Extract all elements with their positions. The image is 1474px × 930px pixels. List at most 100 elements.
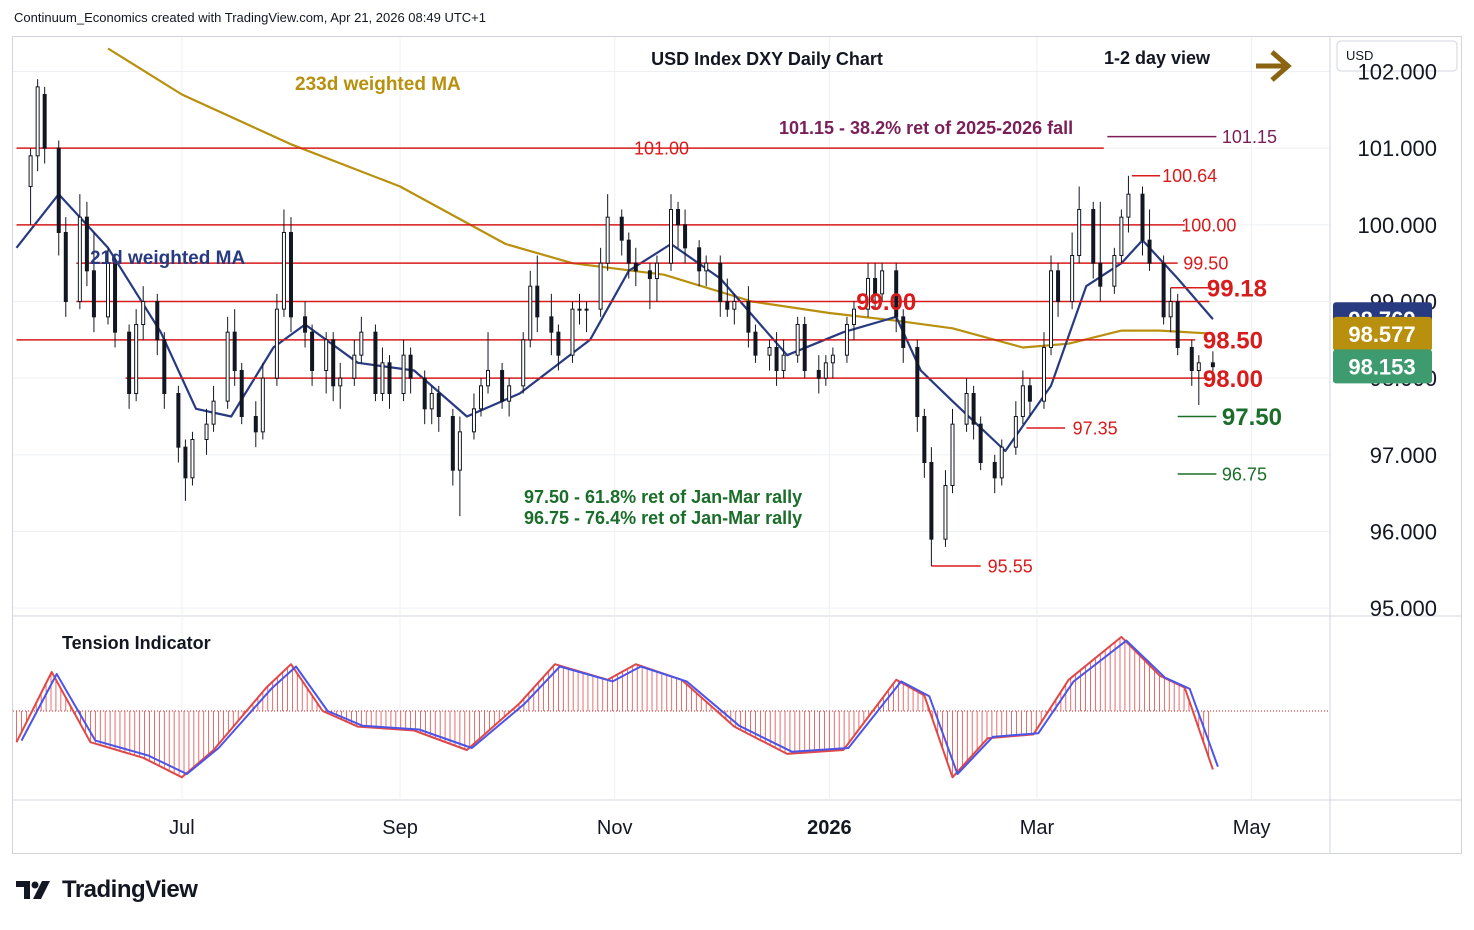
candle xyxy=(288,217,293,333)
candle-body xyxy=(732,301,737,310)
chart-title: USD Index DXY Daily Chart xyxy=(651,49,883,69)
candle-body xyxy=(549,316,554,333)
candle xyxy=(1147,209,1152,271)
candle-body xyxy=(1161,262,1166,318)
candle xyxy=(647,263,652,310)
candle xyxy=(359,316,364,363)
y-tick-label: 100.000 xyxy=(1357,213,1437,238)
candle-body xyxy=(28,155,33,187)
candle xyxy=(1013,401,1018,455)
candle-body xyxy=(77,216,82,303)
candle xyxy=(253,401,258,448)
candle-body xyxy=(556,331,561,356)
candle xyxy=(471,393,476,440)
tension-indicator-title: Tension Indicator xyxy=(62,633,211,653)
candle-body xyxy=(507,385,512,402)
candle-body xyxy=(204,423,209,440)
candle xyxy=(1126,175,1131,233)
candle-body xyxy=(1049,270,1054,349)
candle-body xyxy=(718,262,723,302)
candle-body xyxy=(471,408,476,433)
candle xyxy=(626,232,631,279)
level-label: 96.75 xyxy=(1222,464,1267,484)
candle xyxy=(450,408,455,486)
level-label: 99.50 xyxy=(1183,254,1228,274)
candle-body xyxy=(281,232,286,310)
candle xyxy=(260,362,265,440)
candle-body xyxy=(310,331,315,371)
candle xyxy=(556,324,561,371)
candle-body xyxy=(436,393,441,417)
candle-body xyxy=(183,446,188,479)
x-tick-label: Nov xyxy=(597,817,633,839)
candle xyxy=(338,362,343,409)
tradingview-logo[interactable]: TradingView xyxy=(14,876,198,904)
candle-body xyxy=(901,316,906,349)
candle-body xyxy=(155,301,160,341)
candle xyxy=(310,324,315,386)
candle-body xyxy=(1112,255,1117,287)
candle-body xyxy=(915,347,920,417)
candle-body xyxy=(830,354,835,364)
candle xyxy=(823,355,828,386)
candle xyxy=(77,194,82,310)
candle xyxy=(352,339,357,386)
currency-box xyxy=(1336,40,1458,72)
candle-body xyxy=(971,393,976,425)
candle xyxy=(232,309,237,386)
candle-body xyxy=(352,354,357,379)
candle-body xyxy=(429,393,434,410)
candle xyxy=(127,324,132,409)
x-tick-label: Jul xyxy=(169,817,195,839)
candle-body xyxy=(1210,362,1215,368)
candle-body xyxy=(753,331,758,356)
candle xyxy=(478,378,483,417)
candle xyxy=(732,293,737,325)
y-tick-label: 97.000 xyxy=(1370,443,1437,468)
candle-body xyxy=(1013,416,1018,448)
candle xyxy=(1161,255,1166,325)
tradingview-logo-text: TradingView xyxy=(62,876,198,903)
candle-body xyxy=(577,308,582,311)
candle-body xyxy=(781,354,786,371)
level-label: 100.00 xyxy=(1181,215,1236,235)
candle xyxy=(774,332,779,386)
candle xyxy=(225,316,230,409)
candle xyxy=(802,316,807,379)
annotation-fib-97-50: 97.50 - 61.8% ret of Jan-Mar rally xyxy=(524,487,802,507)
y-tick-label: 95.000 xyxy=(1370,596,1437,621)
candle xyxy=(915,339,920,432)
candle-body xyxy=(633,262,638,272)
candle-body xyxy=(1119,216,1124,257)
candle xyxy=(380,347,385,402)
candle xyxy=(1098,201,1103,302)
candle-body xyxy=(500,370,505,402)
candle xyxy=(964,378,969,432)
candle-body xyxy=(1020,385,1025,418)
candle xyxy=(457,416,462,517)
candle xyxy=(704,255,709,287)
candle xyxy=(204,408,209,455)
arrow-right-icon xyxy=(1256,50,1292,82)
candle xyxy=(1112,247,1117,294)
candle-body xyxy=(457,431,462,471)
candle xyxy=(63,217,68,317)
candle xyxy=(894,263,899,333)
candle xyxy=(373,324,378,402)
candle xyxy=(654,255,659,302)
candle-body xyxy=(288,232,293,318)
candle xyxy=(1041,332,1046,409)
candle xyxy=(570,301,575,363)
candle-body xyxy=(91,270,96,318)
candle xyxy=(281,209,286,317)
candle-body xyxy=(56,147,61,234)
candle xyxy=(753,324,758,363)
candle-body xyxy=(1091,209,1096,264)
candle-body xyxy=(619,216,624,241)
candle xyxy=(1091,201,1096,279)
candle-body xyxy=(373,331,378,394)
candle xyxy=(507,378,512,417)
candle-body xyxy=(232,331,237,371)
candle xyxy=(1140,186,1145,256)
candle xyxy=(422,370,427,425)
